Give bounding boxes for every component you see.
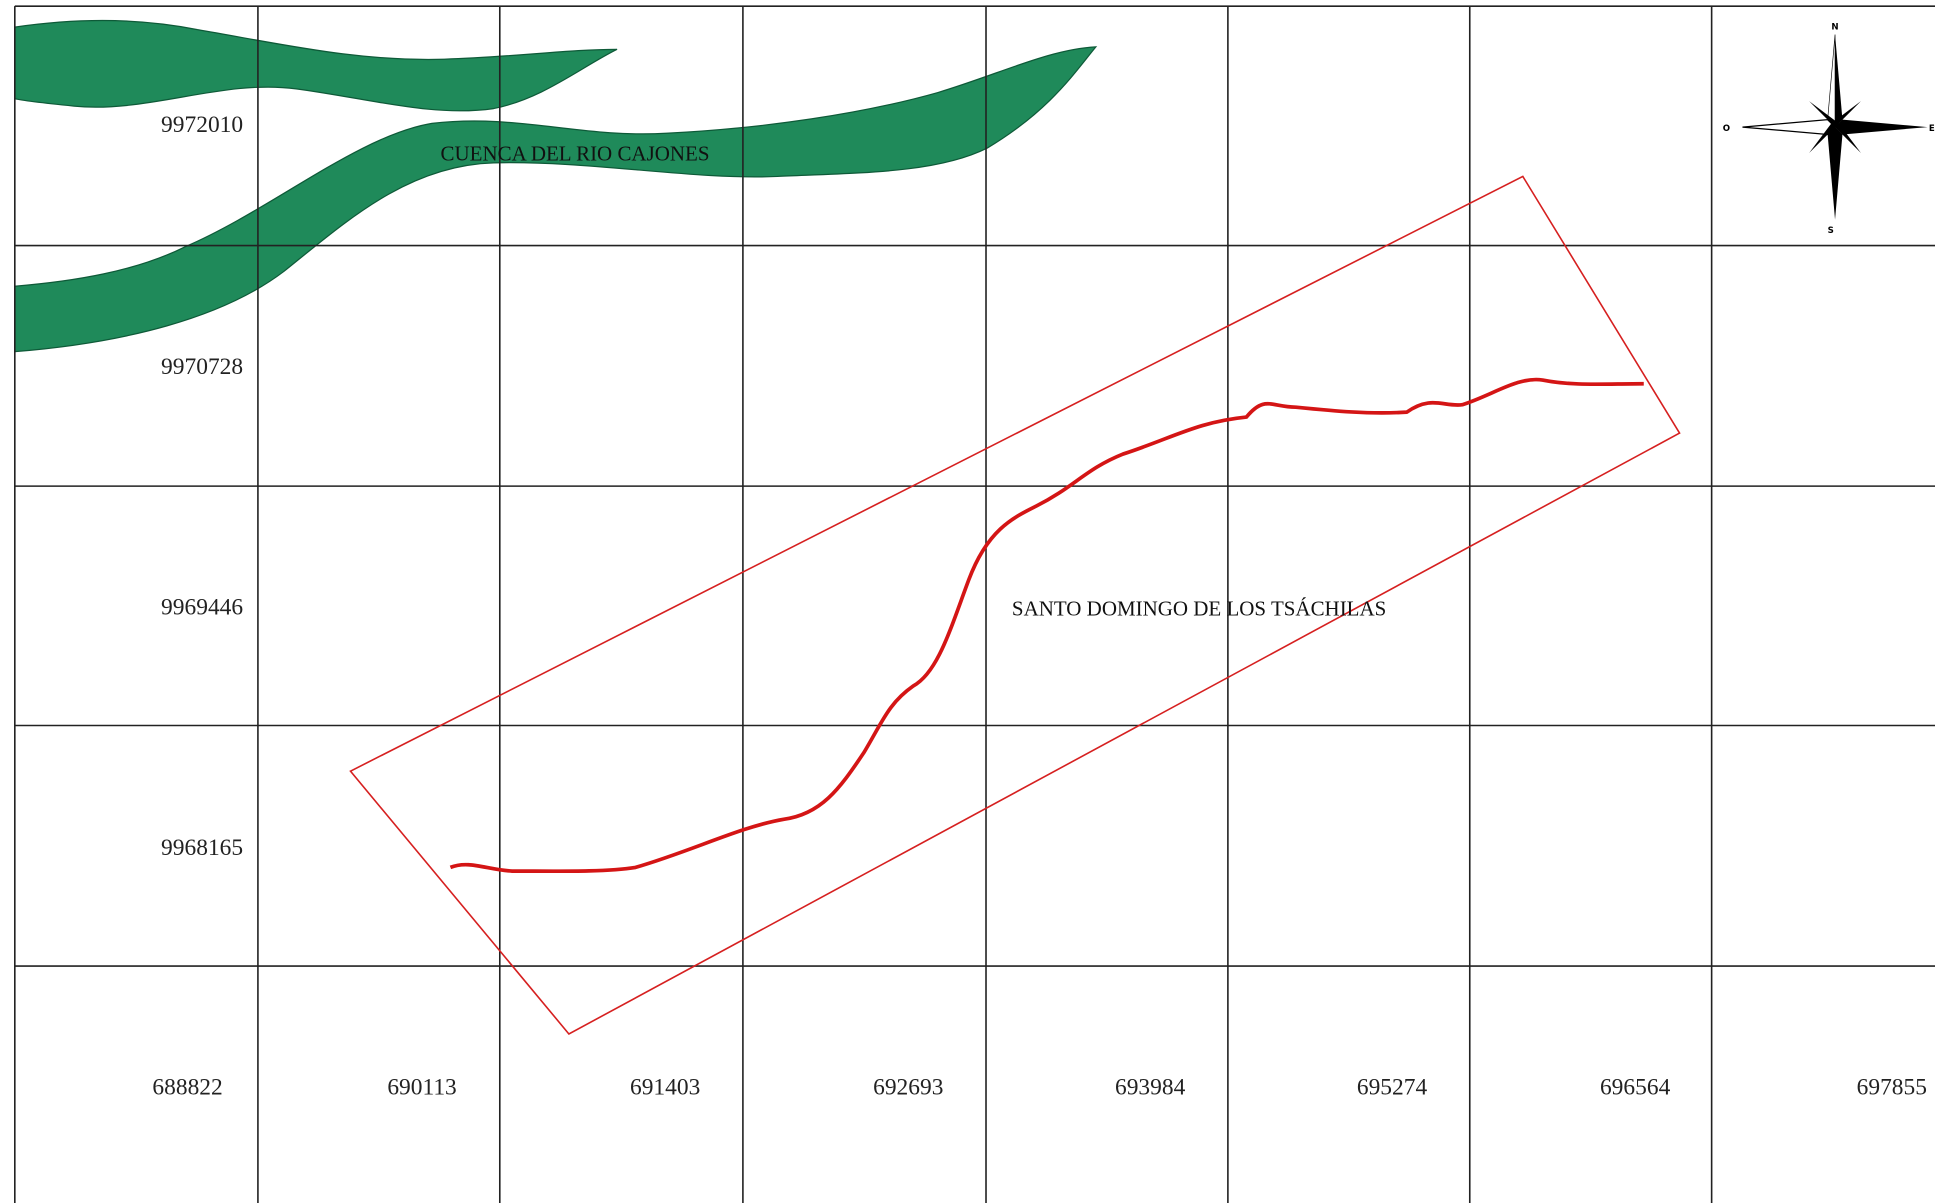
easting-labels: 688822 690113 691403 692693 693984 695274 6965… — [152, 1074, 1927, 1100]
compass-east: E — [1929, 124, 1935, 134]
road — [449, 377, 1644, 874]
easting-label: 697855 — [1857, 1074, 1927, 1100]
easting-label: 695274 — [1357, 1074, 1428, 1100]
northing-labels: 9972010 9970728 9969446 9968165 — [161, 112, 243, 861]
easting-label: 696564 — [1600, 1074, 1671, 1100]
compass-west: O — [1723, 124, 1730, 134]
river-area — [14, 19, 618, 112]
easting-label: 691403 — [630, 1074, 700, 1100]
easting-label: 693984 — [1115, 1074, 1186, 1100]
river-label: CUENCA DEL RIO CAJONES — [441, 141, 710, 165]
study-area — [349, 175, 1681, 1035]
easting-label: 692693 — [873, 1074, 943, 1100]
northing-label: 9969446 — [161, 594, 243, 620]
easting-label: 688822 — [152, 1074, 222, 1100]
compass: N S E O — [1723, 23, 1935, 237]
northing-label: 9970728 — [161, 354, 243, 380]
northing-label: 9972010 — [161, 112, 243, 138]
northing-label: 9968165 — [161, 835, 243, 861]
compass-north: N — [1831, 23, 1838, 33]
province-label: SANTO DOMINGO DE LOS TSÁCHILAS — [1012, 597, 1386, 621]
easting-label: 690113 — [387, 1074, 456, 1100]
grid — [14, 5, 1935, 1203]
compass-south: S — [1828, 226, 1834, 236]
river-area — [14, 46, 1098, 353]
